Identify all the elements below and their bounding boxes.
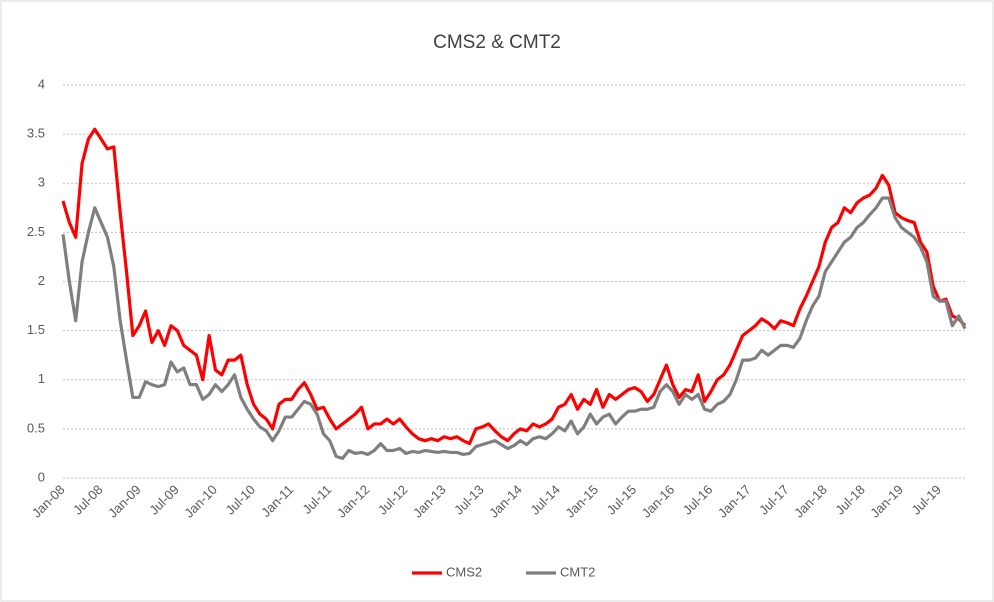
chart-title: CMS2 & CMT2	[433, 32, 561, 53]
y-tick-label: 2.5	[27, 224, 45, 239]
y-tick-label: 1.5	[27, 322, 45, 337]
series-line	[61, 196, 967, 460]
y-tick-label: 1	[38, 371, 45, 386]
y-tick-label: 4	[38, 76, 45, 91]
y-tick-label: 0	[38, 469, 45, 484]
y-tick-label: 2	[38, 273, 45, 288]
series-line	[61, 127, 967, 446]
legend-label: CMS2	[446, 564, 482, 579]
y-tick-label: 0.5	[27, 420, 45, 435]
legend-label: CMT2	[560, 564, 595, 579]
y-tick-label: 3.5	[27, 126, 45, 141]
y-tick-label: 3	[38, 175, 45, 190]
